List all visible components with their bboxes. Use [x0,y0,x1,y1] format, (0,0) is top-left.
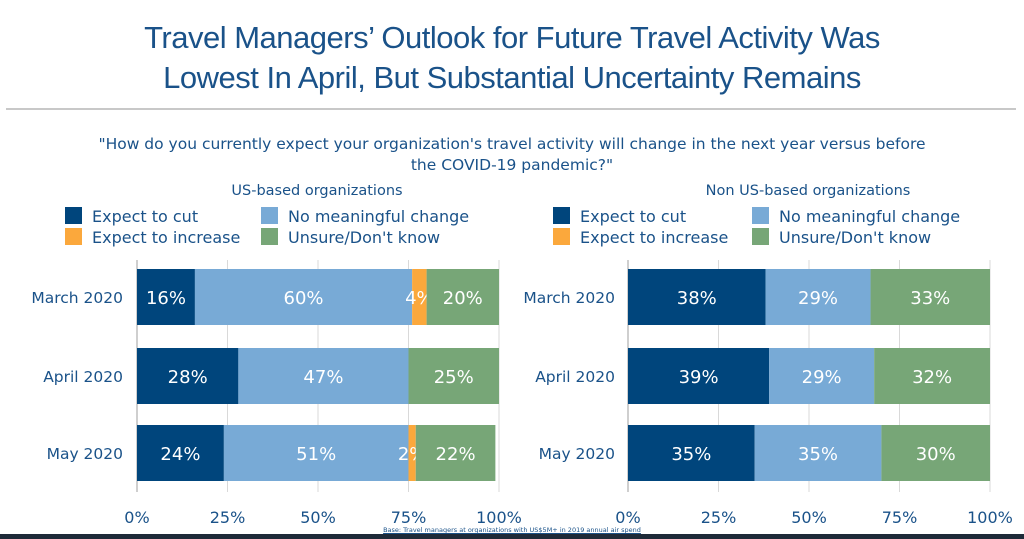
legend-swatch-increase [65,228,82,245]
x-tick-label: 50% [791,508,827,527]
x-tick-label: 75% [882,508,918,527]
category-label: March 2020 [523,289,615,307]
category-label: March 2020 [31,289,123,307]
legend-label: Expect to increase [92,228,241,247]
bar-segment [881,425,990,481]
legend-label: Unsure/Don't know [779,228,932,247]
data-label: 4% [405,288,434,309]
legend-item-cut: Expect to cut [65,207,198,227]
x-tick-label: 0% [124,508,149,527]
legend-label: No meaningful change [779,207,961,226]
data-label: 35% [671,444,711,465]
survey-question: "How do you currently expect your organi… [40,134,984,176]
data-label: 60% [284,288,324,309]
legend-item-no-change: No meaningful change [752,207,960,227]
bar-segment [874,348,990,404]
question-line-1: "How do you currently expect your organi… [98,135,926,153]
data-label: 35% [798,444,838,465]
bar-segment [412,269,427,325]
data-label: 51% [296,444,336,465]
question-line-2: the COVID-19 pandemic?" [410,156,614,174]
bar-segment [769,348,875,404]
legend-item-unsure: Unsure/Don't know [261,228,440,248]
legend-swatch-unsure [752,228,769,245]
bar-segment [426,269,499,325]
x-tick-label: 100% [476,508,522,527]
bar-segment [137,425,224,481]
legend-swatch-no-change [261,207,278,224]
legend-item-unsure: Unsure/Don't know [752,228,931,248]
legend-label: Expect to cut [92,207,199,226]
data-label: 16% [146,288,186,309]
bar-segment [870,269,990,325]
legend-swatch-cut [65,207,82,224]
x-tick-label: 25% [701,508,737,527]
title-divider [6,108,1016,110]
x-tick-label: 25% [210,508,246,527]
x-tick-label: 0% [615,508,640,527]
category-label: May 2020 [539,445,615,463]
data-label: 29% [802,367,842,388]
legend-label: Unsure/Don't know [288,228,441,247]
base-footnote: Base: Travel managers at organizations w… [383,526,641,534]
x-tick-label: 50% [300,508,336,527]
data-label: 24% [160,444,200,465]
bar-segment [408,425,416,481]
data-label: 47% [303,367,343,388]
title-line-2: Lowest In April, But Substantial Uncerta… [163,60,861,95]
data-label: 38% [677,288,717,309]
bar-segment [628,425,755,481]
title-line-1: Travel Managers’ Outlook for Future Trav… [144,20,880,55]
bar-segment [765,269,871,325]
chart-title-us: US-based organizations [231,183,403,199]
bar-segment [137,269,195,325]
bar-segment [137,348,239,404]
bar-segment [238,348,409,404]
data-label: 33% [910,288,950,309]
data-label: 25% [434,367,474,388]
data-label: 22% [436,444,476,465]
bar-segment [408,348,499,404]
chart-title-non-us: Non US-based organizations [705,183,911,199]
legend-item-increase: Expect to increase [65,228,240,248]
bar-segment [415,425,496,481]
x-tick-label: 75% [391,508,427,527]
legend-item-no-change: No meaningful change [261,207,469,227]
data-label: 20% [443,288,483,309]
legend-label: Expect to increase [580,228,729,247]
bar-segment [754,425,882,481]
bar-segment [223,425,409,481]
bar-segment [628,348,770,404]
legend-swatch-increase [553,228,570,245]
legend-label: No meaningful change [288,207,470,226]
legend-item-increase: Expect to increase [553,228,728,248]
legend-swatch-unsure [261,228,278,245]
data-label: 30% [916,444,956,465]
bar-segment [194,269,413,325]
legend-label: Expect to cut [580,207,687,226]
data-label: 39% [679,367,719,388]
category-label: April 2020 [43,368,123,386]
bar-segment [628,269,766,325]
data-label: 28% [168,367,208,388]
x-tick-label: 100% [967,508,1013,527]
slide-title: Travel Managers’ Outlook for Future Trav… [0,18,1024,98]
data-label: 32% [912,367,952,388]
legend-swatch-no-change [752,207,769,224]
category-label: April 2020 [535,368,615,386]
category-label: May 2020 [47,445,123,463]
data-label: 29% [798,288,838,309]
legend-swatch-cut [553,207,570,224]
legend-item-cut: Expect to cut [553,207,686,227]
bottom-border [0,534,1024,539]
